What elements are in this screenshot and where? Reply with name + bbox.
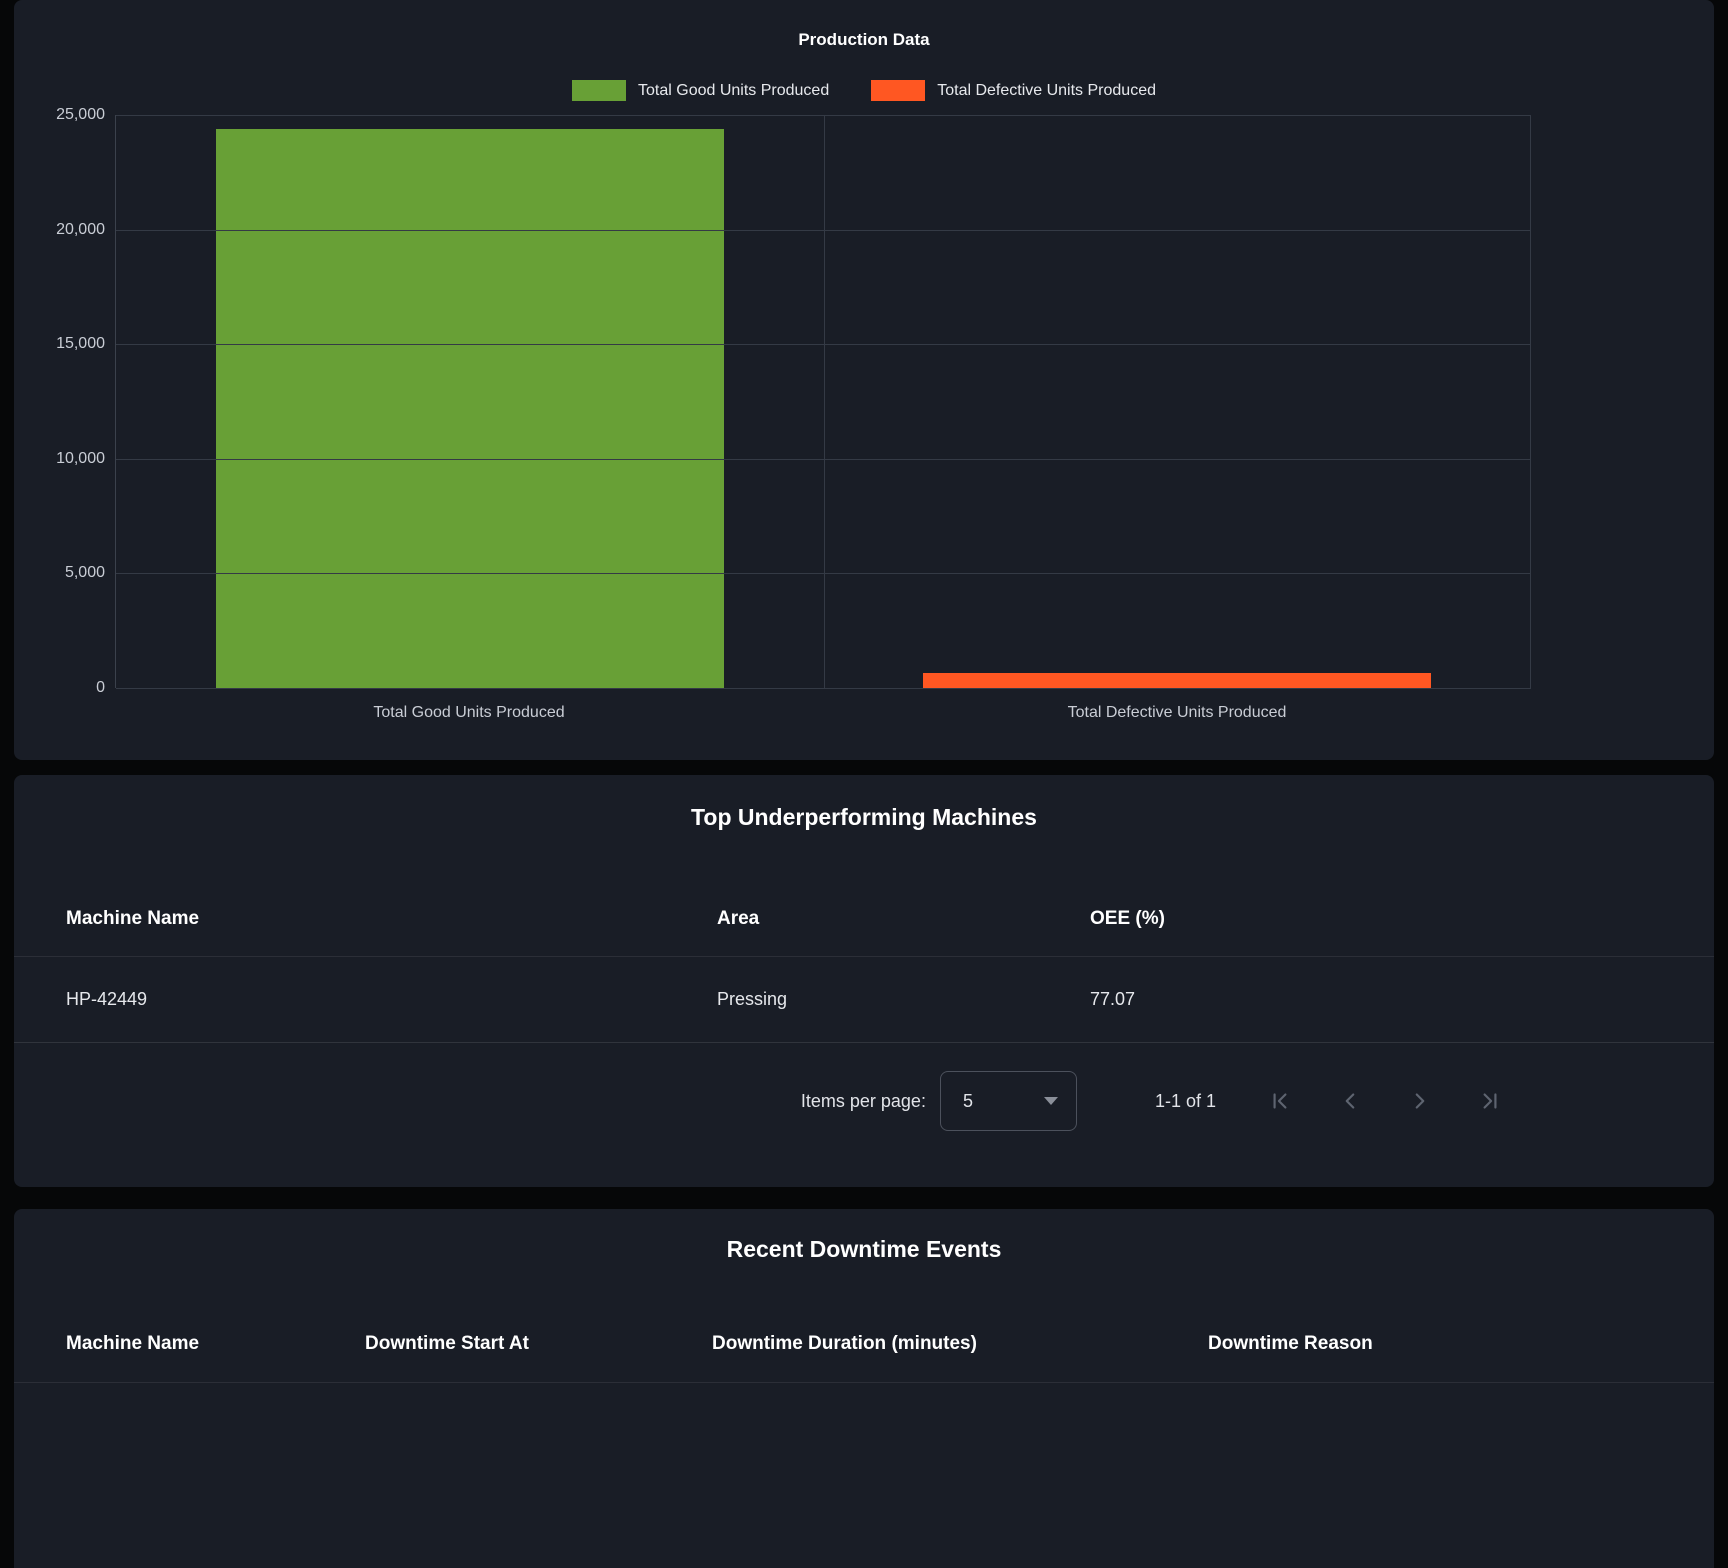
downtime-events-card: Recent Downtime Events Machine Name Down…: [14, 1209, 1714, 1568]
downtime-header-row: Machine Name Downtime Start At Downtime …: [14, 1305, 1714, 1383]
cell-oee: 77.07: [1090, 989, 1136, 1009]
x-axis-labels: Total Good Units Produced Total Defectiv…: [14, 704, 1714, 722]
legend-swatch-good-icon: [572, 80, 626, 101]
bar-defective-units[interactable]: [923, 673, 1432, 688]
column-header-machine-name: Machine Name: [66, 1332, 200, 1354]
chevron-left-icon: [1345, 1093, 1355, 1109]
legend-item-defective-units[interactable]: Total Defective Units Produced: [871, 80, 1156, 101]
chevron-right-icon: [1415, 1093, 1425, 1109]
bar-good-units[interactable]: [215, 128, 724, 688]
chevron-down-icon: [1043, 1097, 1058, 1105]
gridline: [116, 458, 1531, 460]
paginator: Items per page: 5 1-1 of 1: [14, 1043, 1714, 1159]
column-header-downtime-reason: Downtime Reason: [1208, 1332, 1373, 1354]
last-page-icon: [1483, 1093, 1497, 1109]
category-slot-defective: [824, 115, 1532, 688]
cell-area: Pressing: [717, 989, 788, 1009]
underperforming-machines-card: Top Underperforming Machines Machine Nam…: [14, 775, 1714, 1187]
gridline: [116, 688, 1531, 689]
category-slot-good: [116, 115, 824, 688]
vertical-gridline: [823, 115, 825, 688]
column-header-machine-name: Machine Name: [66, 907, 200, 929]
downtime-card-title: Recent Downtime Events: [726, 1236, 1002, 1262]
gridline: [116, 115, 1531, 116]
page-size-select[interactable]: 5: [939, 1071, 1077, 1131]
legend-item-good-units[interactable]: Total Good Units Produced: [572, 80, 829, 101]
legend-label-defective: Total Defective Units Produced: [937, 81, 1156, 99]
y-axis-tick-label: 5,000: [64, 564, 105, 582]
cell-machine-name: HP-42449: [66, 989, 148, 1009]
column-header-downtime-duration: Downtime Duration (minutes): [712, 1332, 977, 1354]
vertical-gridline: [1530, 115, 1531, 688]
last-page-button[interactable]: [1466, 1077, 1514, 1125]
column-header-oee: OEE (%): [1090, 907, 1165, 929]
y-axis-tick-label: 10,000: [56, 449, 105, 467]
gridline: [116, 229, 1531, 231]
bar-slots: [116, 115, 1531, 688]
previous-page-button[interactable]: [1326, 1077, 1374, 1125]
page-range-label: 1-1 of 1: [1154, 1090, 1216, 1111]
legend-swatch-defective-icon: [871, 80, 926, 101]
y-axis-tick-label: 20,000: [56, 220, 105, 238]
machines-header-row: Machine Name Area OEE (%): [14, 881, 1714, 957]
legend-label-good: Total Good Units Produced: [638, 81, 830, 99]
machines-table: Machine Name Area OEE (%) HP-42449 Press…: [14, 881, 1714, 1043]
x-label-defective-units: Total Defective Units Produced: [1067, 704, 1287, 721]
y-axis-tick-label: 0: [96, 679, 105, 696]
page-size-value: 5: [962, 1090, 973, 1111]
table-row: HP-42449 Pressing 77.07: [14, 957, 1714, 1043]
x-label-good-units: Total Good Units Produced: [373, 704, 565, 721]
chart-legend: Total Good Units Produced Total Defectiv…: [14, 80, 1714, 101]
items-per-page-label: Items per page:: [800, 1090, 926, 1111]
y-axis-tick-label: 15,000: [56, 335, 105, 353]
plot-area: [115, 115, 1531, 689]
chart-body: 25,000 20,000 15,000 10,000 5,000 0: [14, 106, 1714, 696]
production-chart-card: Production Data Total Good Units Produce…: [14, 0, 1714, 760]
y-axis: 25,000 20,000 15,000 10,000 5,000 0: [14, 106, 115, 696]
first-page-button[interactable]: [1256, 1077, 1304, 1125]
chart-title: Production Data: [798, 30, 930, 49]
y-axis-tick-label: 25,000: [56, 106, 105, 123]
next-page-button[interactable]: [1396, 1077, 1444, 1125]
first-page-icon: [1273, 1093, 1287, 1109]
gridline: [116, 344, 1531, 346]
column-header-area: Area: [717, 907, 760, 929]
column-header-downtime-start: Downtime Start At: [365, 1332, 529, 1354]
machines-card-title: Top Underperforming Machines: [691, 804, 1037, 830]
downtime-table: Machine Name Downtime Start At Downtime …: [14, 1305, 1714, 1383]
gridline: [116, 573, 1531, 575]
